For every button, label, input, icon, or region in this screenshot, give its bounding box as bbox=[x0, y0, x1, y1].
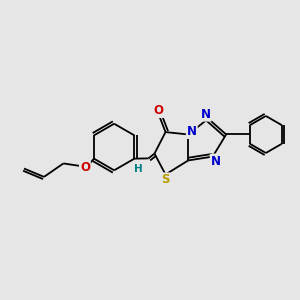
Text: H: H bbox=[134, 164, 143, 174]
Text: O: O bbox=[153, 104, 164, 117]
Text: N: N bbox=[211, 154, 221, 167]
Text: O: O bbox=[80, 161, 90, 174]
Text: N: N bbox=[187, 125, 197, 138]
Text: S: S bbox=[161, 173, 170, 186]
Text: N: N bbox=[201, 108, 211, 121]
